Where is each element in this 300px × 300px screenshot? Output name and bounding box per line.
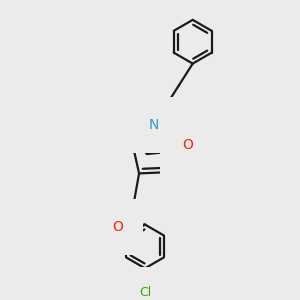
Text: O: O <box>112 220 123 234</box>
Text: Cl: Cl <box>139 286 151 299</box>
Text: H: H <box>137 119 147 132</box>
Text: N: N <box>149 118 159 132</box>
Text: O: O <box>182 138 193 152</box>
Text: O: O <box>181 144 192 158</box>
